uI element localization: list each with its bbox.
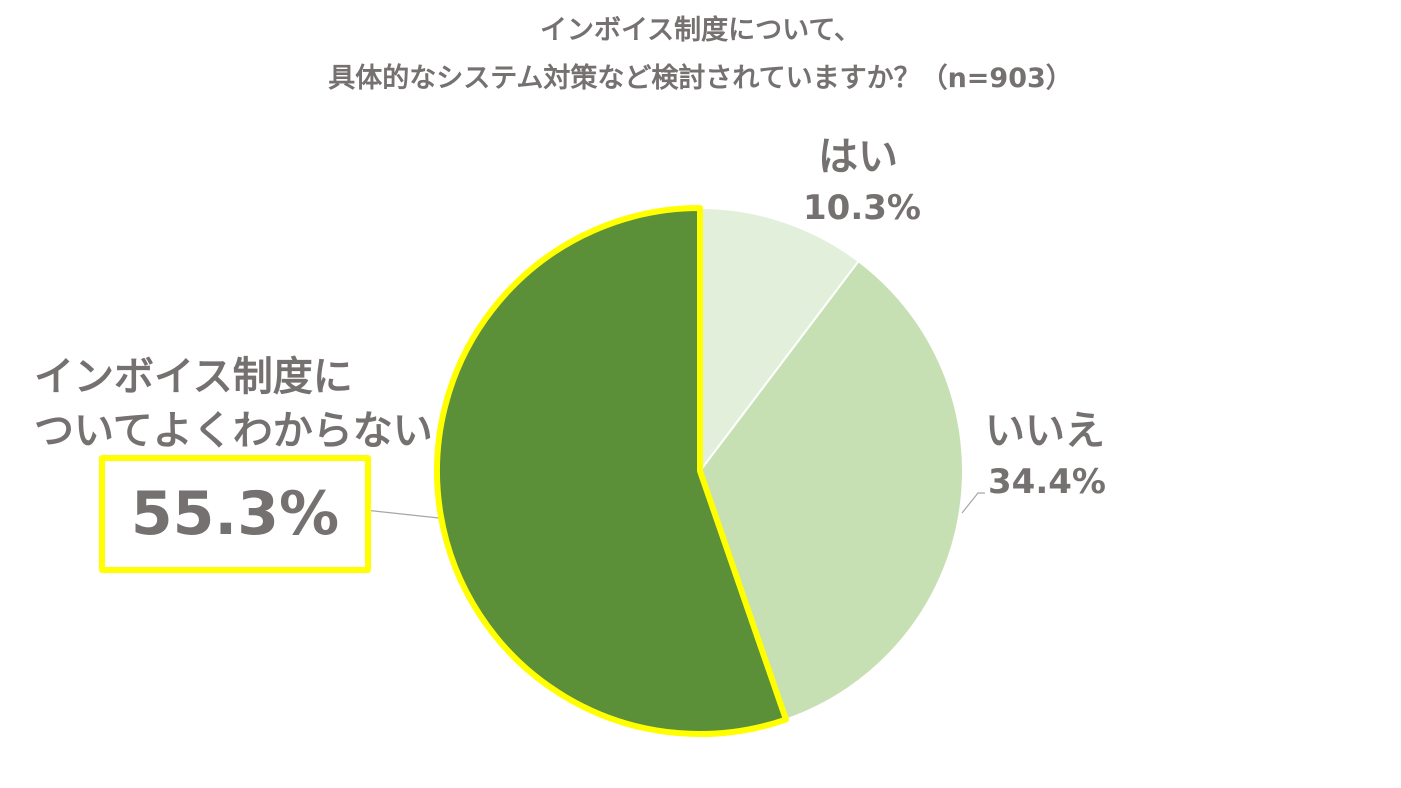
highlight-callout-box: 55.3% bbox=[99, 455, 371, 573]
leader-line-wakaranai bbox=[364, 509, 440, 519]
leader-line-iie bbox=[961, 492, 985, 514]
pie-slice-hai bbox=[699, 207, 860, 472]
chart-title-line1: インボイス制度について、 bbox=[539, 15, 862, 46]
label-wakaranai-percent: 55.3% bbox=[130, 479, 340, 549]
chart-title-line2: 具体的なシステム対策など検討されていますか？（n=903） bbox=[328, 63, 1073, 94]
pie-slice-wakaranai bbox=[434, 205, 789, 737]
label-wakaranai-line1: インボイス制度に bbox=[34, 354, 353, 400]
label-hai-percent: 10.3% bbox=[803, 188, 921, 228]
label-wakaranai-line2: ついてよくわからない bbox=[34, 408, 433, 454]
pie-slice-iie bbox=[699, 260, 964, 721]
label-hai-name: はい bbox=[818, 134, 898, 180]
label-iie-percent: 34.4% bbox=[988, 462, 1106, 502]
label-iie-name: いいえ bbox=[985, 408, 1105, 454]
